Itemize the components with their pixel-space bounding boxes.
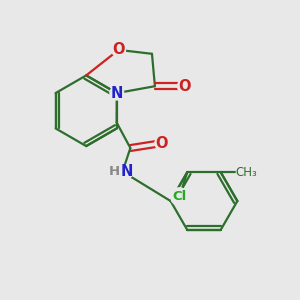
Circle shape <box>110 167 120 176</box>
Text: Cl: Cl <box>172 190 187 203</box>
Circle shape <box>120 165 133 178</box>
Circle shape <box>236 162 256 182</box>
Text: CH₃: CH₃ <box>235 166 257 178</box>
Circle shape <box>178 79 191 93</box>
Text: H: H <box>109 165 120 178</box>
Text: O: O <box>112 42 125 57</box>
Text: O: O <box>178 79 190 94</box>
Circle shape <box>155 136 169 150</box>
Text: N: N <box>120 164 133 179</box>
Circle shape <box>171 188 188 206</box>
Circle shape <box>112 43 125 57</box>
Text: N: N <box>111 85 123 100</box>
Text: O: O <box>155 136 168 151</box>
Circle shape <box>110 86 124 100</box>
